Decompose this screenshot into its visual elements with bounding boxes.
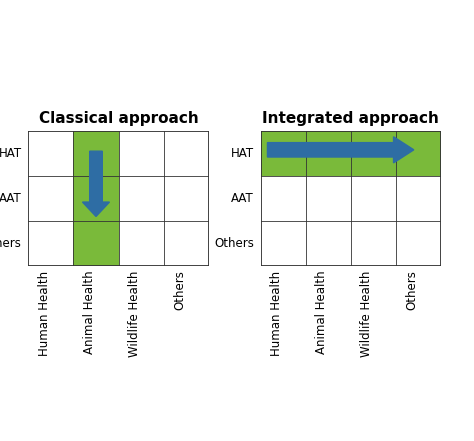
Text: Others: Others [173,270,186,310]
Text: Animal Health: Animal Health [83,270,96,354]
Text: AAT: AAT [231,192,254,205]
Text: Wildlife Health: Wildlife Health [360,270,374,357]
Text: HAT: HAT [231,147,254,160]
FancyArrow shape [267,137,414,163]
FancyArrow shape [82,151,109,217]
Text: Human Health: Human Health [270,270,283,355]
Title: Integrated approach: Integrated approach [262,111,439,126]
Text: Wildlife Health: Wildlife Health [128,270,141,357]
Text: Others: Others [405,270,419,310]
Text: Others: Others [214,237,254,250]
Text: Others: Others [0,237,22,250]
Text: Human Health: Human Health [38,270,51,355]
Title: Classical approach: Classical approach [38,111,199,126]
Text: Animal Health: Animal Health [315,270,328,354]
Text: AAT: AAT [0,192,22,205]
Text: HAT: HAT [0,147,22,160]
Bar [261,131,441,176]
Bar [73,131,118,266]
